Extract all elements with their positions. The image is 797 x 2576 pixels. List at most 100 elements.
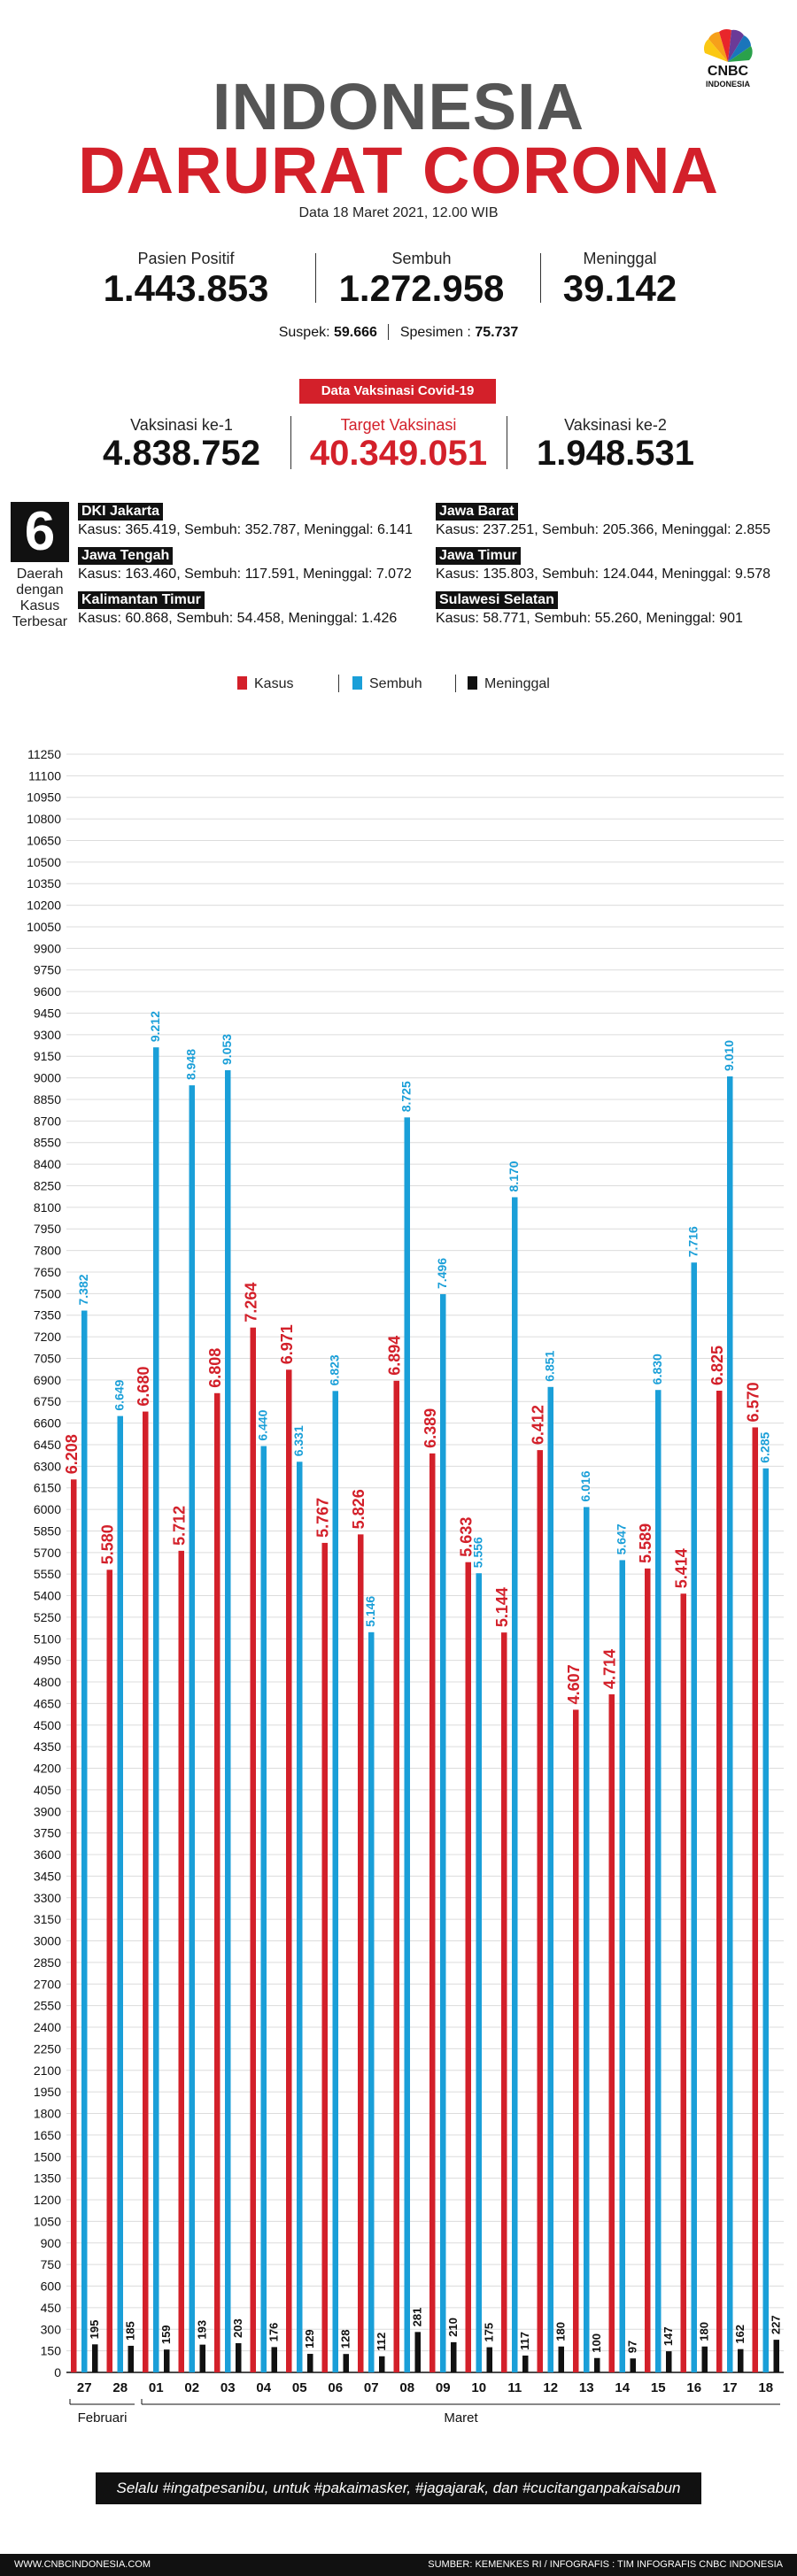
data-label-kasus: 6.389 — [422, 1408, 439, 1448]
y-tick-label: 4800 — [34, 1675, 61, 1689]
data-label-sembuh: 6.285 — [758, 1432, 772, 1463]
bar-meninggal — [236, 2343, 242, 2372]
bar-sembuh — [512, 1197, 518, 2372]
data-label-meninggal: 195 — [88, 2320, 101, 2340]
y-tick-label: 3750 — [34, 1826, 61, 1840]
bar-sembuh — [260, 1446, 267, 2372]
bar-kasus — [178, 1550, 184, 2372]
x-tick-label: 05 — [292, 2380, 307, 2395]
data-label-kasus: 4.714 — [601, 1649, 619, 1689]
x-tick-label: 12 — [543, 2380, 558, 2395]
bar-meninggal — [486, 2347, 492, 2372]
y-tick-label: 2700 — [34, 1977, 61, 1991]
region-caption-line: Daerah — [16, 567, 64, 582]
bar-meninggal — [199, 2344, 205, 2372]
data-label-kasus: 5.633 — [458, 1517, 476, 1557]
y-tick-label: 10350 — [27, 876, 61, 891]
bar-sembuh — [332, 1391, 338, 2372]
region-stats: Kasus: 60.868, Sembuh: 54.458, Meninggal… — [78, 611, 398, 626]
region-stats: Kasus: 163.460, Sembuh: 117.591, Meningg… — [78, 567, 412, 582]
vaksin-ke2-label: Vaksinasi ke-2 — [564, 416, 667, 434]
y-tick-label: 5700 — [34, 1546, 61, 1560]
source-credit: SUMBER: KEMENKES RI / INFOGRAFIS : TIM I… — [428, 2559, 783, 2570]
y-tick-label: 9600 — [34, 984, 61, 999]
bar-meninggal — [451, 2341, 457, 2372]
sembuh-label: Sembuh — [391, 250, 452, 267]
y-tick-label: 6300 — [34, 1459, 61, 1473]
y-tick-label: 600 — [41, 2279, 62, 2294]
bar-sembuh — [117, 1415, 123, 2372]
bar-kasus — [501, 1632, 507, 2372]
y-tick-label: 7650 — [34, 1265, 61, 1279]
spesimen-value: 75.737 — [475, 325, 519, 340]
legend-sembuh: Sembuh — [352, 676, 422, 692]
bar-sembuh — [81, 1310, 88, 2372]
y-tick-label: 6600 — [34, 1416, 61, 1431]
data-label-sembuh: 5.556 — [471, 1537, 485, 1568]
bar-kasus — [214, 1392, 221, 2372]
data-label-kasus: 6.412 — [530, 1405, 547, 1445]
data-label-sembuh: 6.851 — [543, 1351, 557, 1382]
data-label-kasus: 6.971 — [278, 1324, 296, 1364]
data-label-meninggal: 193 — [196, 2320, 209, 2340]
bar-meninggal — [271, 2347, 277, 2372]
y-tick-label: 4500 — [34, 1718, 61, 1732]
data-label-sembuh: 9.212 — [148, 1011, 162, 1042]
bar-sembuh — [368, 1631, 375, 2372]
x-tick-label: 16 — [686, 2380, 701, 2395]
x-tick-label: 07 — [364, 2380, 379, 2395]
y-tick-label: 1950 — [34, 2085, 61, 2099]
x-tick-label: 27 — [77, 2380, 92, 2395]
bar-sembuh — [153, 1047, 159, 2372]
bar-chart: 0 150 300 450 600 750 900 1050 1200 1350 1500 1650 1… — [27, 747, 784, 2426]
data-label-sembuh: 8.948 — [184, 1049, 198, 1080]
bottom-bar: WWW.CNBCINDONESIA.COM SUMBER: KEMENKES R… — [0, 2554, 797, 2576]
x-tick-label: 01 — [149, 2380, 164, 2395]
y-tick-label: 7050 — [34, 1351, 61, 1365]
region-name: Jawa Tengah — [78, 547, 174, 565]
y-tick-label: 11250 — [27, 747, 61, 761]
vaksin-ke1-label: Vaksinasi ke-1 — [130, 416, 233, 434]
y-tick-label: 1350 — [34, 2171, 61, 2186]
data-label-kasus: 5.767 — [314, 1498, 332, 1538]
region-item: Jawa Timur Kasus: 135.803, Sembuh: 124.0… — [436, 547, 770, 582]
suspek-divider — [388, 324, 390, 340]
data-label-sembuh: 8.170 — [507, 1161, 521, 1192]
data-label-meninggal: 176 — [267, 2323, 281, 2342]
month-label: Maret — [444, 2410, 478, 2426]
y-tick-label: 750 — [41, 2257, 62, 2271]
bar-meninggal — [738, 2348, 744, 2372]
x-tick-label: 08 — [399, 2380, 414, 2395]
report-date: Data 18 Maret 2021, 12.00 WIB — [298, 205, 499, 220]
stat-divider — [540, 253, 541, 303]
bar-meninggal — [414, 2332, 421, 2372]
suspek-label: Suspek: — [278, 325, 330, 340]
region-stats: Kasus: 237.251, Sembuh: 205.366, Meningg… — [436, 522, 771, 537]
y-tick-label: 5550 — [34, 1567, 61, 1581]
data-label-sembuh: 6.830 — [650, 1354, 664, 1384]
y-tick-label: 9000 — [34, 1071, 61, 1085]
data-label-sembuh: 6.440 — [256, 1409, 270, 1440]
y-tick-label: 150 — [41, 2344, 62, 2358]
y-tick-label: 5250 — [34, 1610, 61, 1624]
y-tick-label: 450 — [41, 2301, 62, 2315]
bar-sembuh — [404, 1117, 410, 2372]
y-tick-label: 10800 — [27, 812, 61, 826]
logo-subtext: INDONESIA — [705, 80, 750, 89]
bar-meninggal — [666, 2351, 672, 2372]
bar-kasus — [429, 1453, 436, 2372]
y-tick-label: 4050 — [34, 1783, 61, 1797]
x-tick-label: 15 — [651, 2380, 666, 2395]
region-item: Jawa Tengah Kasus: 163.460, Sembuh: 117.… — [78, 547, 412, 582]
bar-sembuh — [762, 1468, 769, 2372]
bar-kasus — [465, 1562, 471, 2372]
y-tick-label: 8850 — [34, 1092, 61, 1107]
region-item: DKI Jakarta Kasus: 365.419, Sembuh: 352.… — [78, 503, 413, 538]
bar-meninggal — [522, 2355, 529, 2372]
bar-meninggal — [558, 2346, 564, 2372]
region-caption-line: Kasus — [19, 598, 60, 613]
y-tick-label: 2850 — [34, 1955, 61, 1970]
y-tick-label: 6450 — [34, 1438, 61, 1452]
data-label-meninggal: 281 — [411, 2308, 424, 2327]
y-tick-label: 0 — [54, 2365, 61, 2379]
